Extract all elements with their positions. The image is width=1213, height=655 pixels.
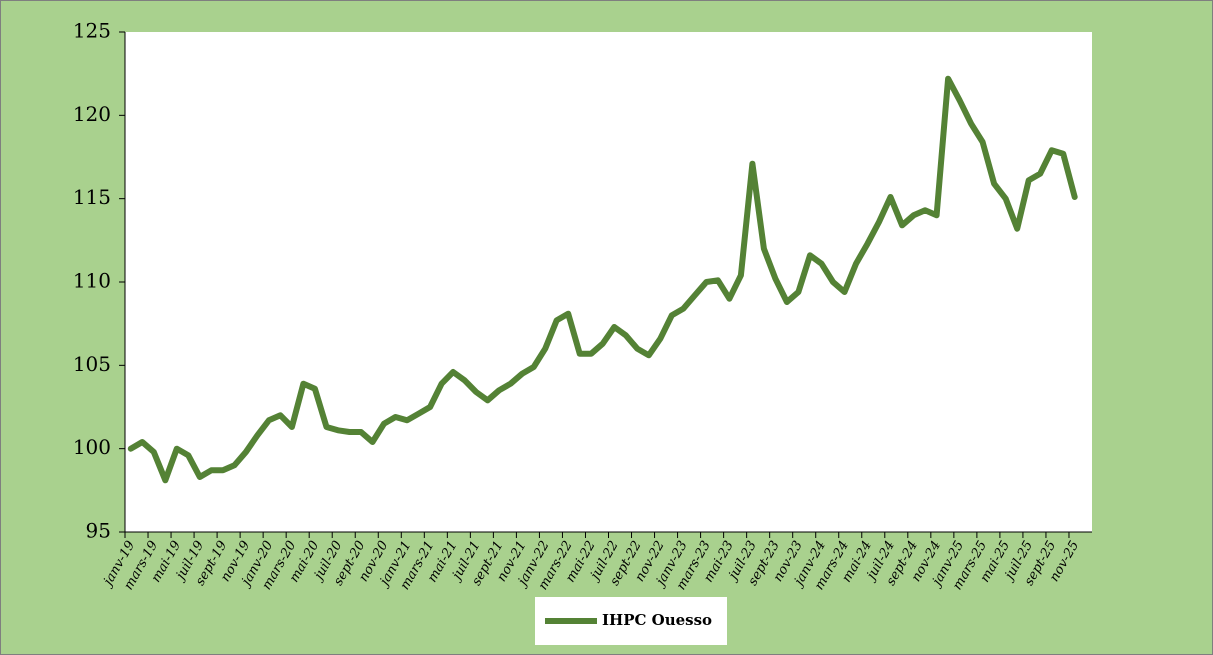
plot-area bbox=[125, 32, 1092, 532]
y-tick-label: 115 bbox=[73, 185, 111, 209]
legend-label: IHPC Ouesso bbox=[602, 611, 712, 629]
y-tick-label: 95 bbox=[86, 519, 111, 543]
series-line bbox=[127, 75, 1078, 484]
y-tick-label: 110 bbox=[73, 269, 111, 293]
y-tick-label: 120 bbox=[73, 102, 111, 126]
y-tick-label: 105 bbox=[73, 352, 111, 376]
y-tick-label: 125 bbox=[73, 19, 111, 43]
y-tick-label: 100 bbox=[73, 435, 111, 459]
